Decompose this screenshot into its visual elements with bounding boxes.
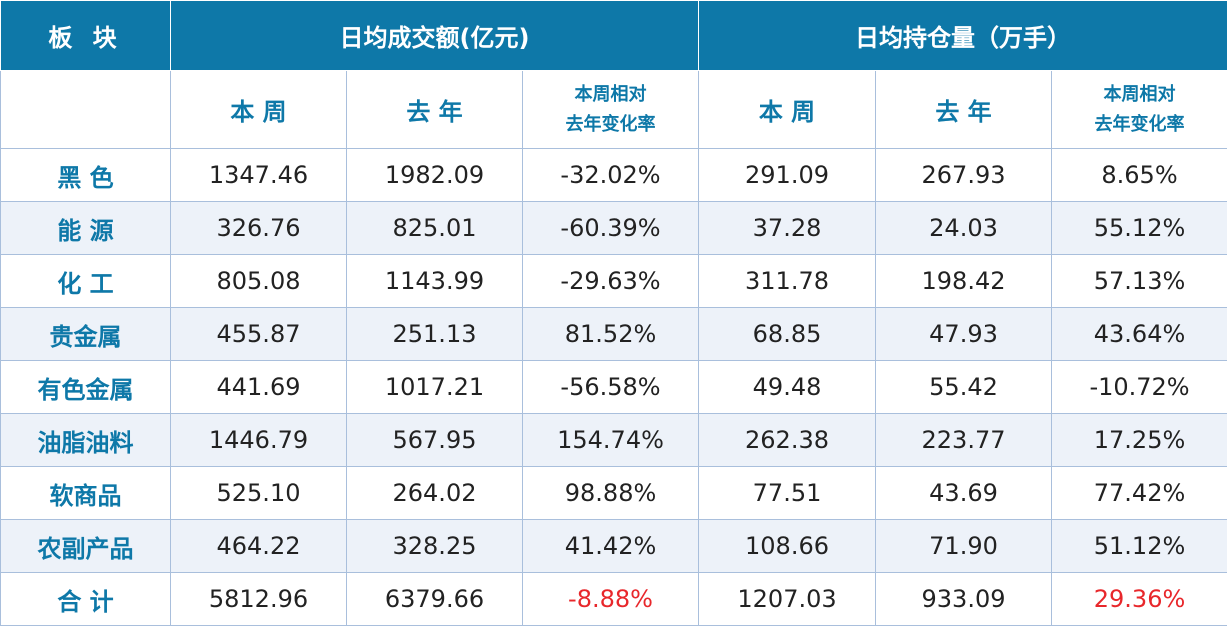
oi-last-year-header: 去 年 xyxy=(876,71,1052,149)
oi-this-week: 262.38 xyxy=(699,414,876,467)
turnover-last-year: 1143.99 xyxy=(347,255,523,308)
empty-header-cell xyxy=(1,71,171,149)
turnover-change: 98.88% xyxy=(523,467,699,520)
table-row: 有色金属 441.69 1017.21 -56.58% 49.48 55.42 … xyxy=(1,361,1227,414)
header-row-primary: 板 块 日均成交额(亿元) 日均持仓量（万手） xyxy=(1,1,1227,71)
turnover-change: 154.74% xyxy=(523,414,699,467)
sector-name: 化 工 xyxy=(1,255,171,308)
total-oi-change: 29.36% xyxy=(1052,573,1227,626)
oi-last-year: 24.03 xyxy=(876,202,1052,255)
oi-this-week-header: 本 周 xyxy=(699,71,876,149)
table-row: 农副产品 464.22 328.25 41.42% 108.66 71.90 5… xyxy=(1,520,1227,573)
sector-name: 能 源 xyxy=(1,202,171,255)
oi-change: 57.13% xyxy=(1052,255,1227,308)
turnover-this-week: 1347.46 xyxy=(171,149,347,202)
turnover-last-year: 567.95 xyxy=(347,414,523,467)
open-interest-group-header: 日均持仓量（万手） xyxy=(699,1,1227,71)
oi-change: -10.72% xyxy=(1052,361,1227,414)
oi-this-week: 49.48 xyxy=(699,361,876,414)
turnover-last-year: 825.01 xyxy=(347,202,523,255)
oi-change: 55.12% xyxy=(1052,202,1227,255)
oi-change: 8.65% xyxy=(1052,149,1227,202)
turnover-change-header: 本周相对 去年变化率 xyxy=(523,71,699,149)
oi-this-week: 291.09 xyxy=(699,149,876,202)
turnover-this-week: 441.69 xyxy=(171,361,347,414)
turnover-this-week-header: 本 周 xyxy=(171,71,347,149)
oi-last-year: 71.90 xyxy=(876,520,1052,573)
change-header-line2: 去年变化率 xyxy=(1052,110,1227,140)
total-turnover-last-year: 6379.66 xyxy=(347,573,523,626)
turnover-last-year: 328.25 xyxy=(347,520,523,573)
turnover-change: 41.42% xyxy=(523,520,699,573)
total-label: 合 计 xyxy=(1,573,171,626)
oi-change: 43.64% xyxy=(1052,308,1227,361)
turnover-last-year: 251.13 xyxy=(347,308,523,361)
table-row: 化 工 805.08 1143.99 -29.63% 311.78 198.42… xyxy=(1,255,1227,308)
turnover-this-week: 464.22 xyxy=(171,520,347,573)
oi-this-week: 37.28 xyxy=(699,202,876,255)
table-row: 软商品 525.10 264.02 98.88% 77.51 43.69 77.… xyxy=(1,467,1227,520)
sector-name: 农副产品 xyxy=(1,520,171,573)
oi-this-week: 77.51 xyxy=(699,467,876,520)
sector-name: 油脂油料 xyxy=(1,414,171,467)
total-oi-last-year: 933.09 xyxy=(876,573,1052,626)
turnover-change: -56.58% xyxy=(523,361,699,414)
oi-change: 17.25% xyxy=(1052,414,1227,467)
oi-last-year: 198.42 xyxy=(876,255,1052,308)
oi-this-week: 311.78 xyxy=(699,255,876,308)
oi-last-year: 267.93 xyxy=(876,149,1052,202)
header-row-secondary: 本 周 去 年 本周相对 去年变化率 本 周 去 年 本周相对 去年变化率 xyxy=(1,71,1227,149)
turnover-last-year: 264.02 xyxy=(347,467,523,520)
sector-name: 软商品 xyxy=(1,467,171,520)
oi-this-week: 68.85 xyxy=(699,308,876,361)
total-oi-this-week: 1207.03 xyxy=(699,573,876,626)
turnover-change: -32.02% xyxy=(523,149,699,202)
oi-change: 77.42% xyxy=(1052,467,1227,520)
change-header-line1: 本周相对 xyxy=(1052,80,1227,110)
oi-last-year: 223.77 xyxy=(876,414,1052,467)
table-row: 黑 色 1347.46 1982.09 -32.02% 291.09 267.9… xyxy=(1,149,1227,202)
oi-this-week: 108.66 xyxy=(699,520,876,573)
turnover-last-year-header: 去 年 xyxy=(347,71,523,149)
turnover-this-week: 525.10 xyxy=(171,467,347,520)
turnover-change: 81.52% xyxy=(523,308,699,361)
sector-header: 板 块 xyxy=(1,1,171,71)
turnover-change: -60.39% xyxy=(523,202,699,255)
oi-last-year: 55.42 xyxy=(876,361,1052,414)
table-row: 油脂油料 1446.79 567.95 154.74% 262.38 223.7… xyxy=(1,414,1227,467)
change-header-line2: 去年变化率 xyxy=(523,110,698,140)
oi-last-year: 47.93 xyxy=(876,308,1052,361)
table-row: 贵金属 455.87 251.13 81.52% 68.85 47.93 43.… xyxy=(1,308,1227,361)
oi-change-header: 本周相对 去年变化率 xyxy=(1052,71,1227,149)
turnover-this-week: 326.76 xyxy=(171,202,347,255)
sector-name: 贵金属 xyxy=(1,308,171,361)
turnover-this-week: 805.08 xyxy=(171,255,347,308)
total-turnover-this-week: 5812.96 xyxy=(171,573,347,626)
turnover-this-week: 1446.79 xyxy=(171,414,347,467)
sector-name: 有色金属 xyxy=(1,361,171,414)
total-turnover-change: -8.88% xyxy=(523,573,699,626)
turnover-group-header: 日均成交额(亿元) xyxy=(171,1,699,71)
change-header-line1: 本周相对 xyxy=(523,80,698,110)
turnover-last-year: 1982.09 xyxy=(347,149,523,202)
total-row: 合 计 5812.96 6379.66 -8.88% 1207.03 933.0… xyxy=(1,573,1227,626)
turnover-this-week: 455.87 xyxy=(171,308,347,361)
turnover-last-year: 1017.21 xyxy=(347,361,523,414)
oi-change: 51.12% xyxy=(1052,520,1227,573)
oi-last-year: 43.69 xyxy=(876,467,1052,520)
table-row: 能 源 326.76 825.01 -60.39% 37.28 24.03 55… xyxy=(1,202,1227,255)
sector-name: 黑 色 xyxy=(1,149,171,202)
turnover-change: -29.63% xyxy=(523,255,699,308)
